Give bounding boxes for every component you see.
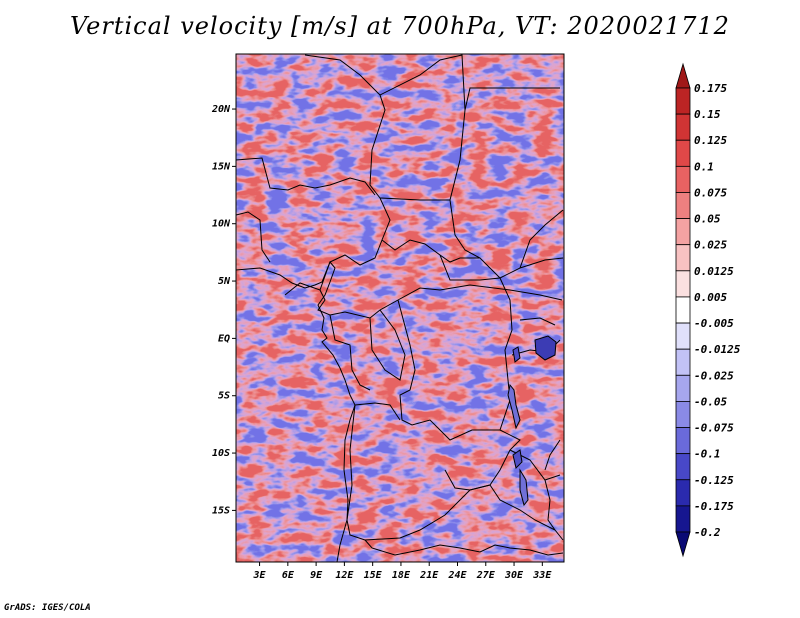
colorbar-segment: [675, 531, 691, 558]
lon-label: 6E: [282, 570, 295, 581]
grads-credit: GrADS: IGES/COLA: [4, 603, 91, 613]
colorbar-label: -0.2: [694, 526, 721, 539]
lon-label: 27E: [476, 570, 496, 581]
lat-label: EQ: [218, 333, 230, 344]
colorbar-label: -0.05: [694, 395, 727, 408]
colorbar-label: 0.175: [694, 82, 727, 95]
colorbar-label: 0.075: [694, 186, 727, 199]
chart-title: Vertical velocity [m/s] at 700hPa, VT: 2…: [70, 12, 730, 40]
colorbar-segment: [675, 348, 691, 376]
colorbar-segment: [675, 296, 691, 324]
colorbar-segment: [675, 401, 691, 428]
colorbar-segment: [675, 505, 691, 533]
colorbar-segment: [675, 322, 691, 350]
colorbar-segment: [675, 427, 691, 455]
lon-label: 3E: [253, 570, 267, 581]
colorbar-segment: [675, 192, 691, 219]
colorbar-segment: [675, 244, 691, 272]
colorbar-label: 0.1: [694, 160, 714, 173]
lon-label: 21E: [419, 570, 439, 581]
lat-label: 20N: [211, 104, 231, 115]
colorbar-label: -0.175: [694, 500, 734, 513]
lon-label: 24E: [447, 570, 467, 581]
lon-label: 12E: [335, 570, 354, 581]
lon-label: 15E: [364, 570, 383, 581]
lat-label: 10N: [212, 219, 231, 230]
lat-label: 5S: [218, 391, 230, 402]
colorbar: 0.175 0.15 0.125 0.1 0.075 0.05 0.025 0.0125 0.0…: [675, 62, 741, 558]
coastline: [236, 261, 356, 521]
lon-label: 30E: [504, 570, 524, 581]
colorbar-segment: [675, 453, 691, 481]
colorbar-label: -0.1: [694, 448, 721, 461]
colorbar-label: 0.025: [694, 239, 727, 252]
colorbar-label: 0.005: [694, 291, 727, 304]
colorbar-segment: [675, 479, 691, 507]
lon-label: 18E: [392, 570, 411, 581]
colorbar-label: -0.075: [694, 422, 734, 435]
longitude-axis: 3E 6E 9E 12E 15E 18E 21E 24E 27E 30E 33E: [253, 562, 552, 581]
colorbar-segment: [675, 270, 691, 298]
colorbar-label: 0.05: [694, 213, 721, 226]
colorbar-segment: [675, 374, 691, 402]
latitude-axis: 20N 15N 10N 5N EQ 5S 10S 15S: [211, 104, 236, 516]
map-frame: [235, 53, 565, 563]
colorbar-label: -0.125: [694, 474, 734, 487]
colorbar-label: 0.125: [694, 134, 727, 147]
colorbar-segment: [675, 87, 691, 115]
country-borders: [236, 54, 564, 562]
colorbar-label: -0.005: [694, 317, 734, 330]
colorbar-label: -0.025: [694, 369, 734, 382]
colorbar-label: 0.15: [694, 108, 721, 121]
lat-label: 5N: [218, 276, 231, 287]
colorbar-segment: [675, 62, 691, 89]
lon-label: 9E: [310, 570, 323, 581]
colorbar-segment: [675, 218, 691, 246]
lon-label: 33E: [532, 570, 552, 581]
colorbar-label: 0.0125: [694, 265, 734, 278]
colorbar-segment: [675, 139, 691, 167]
colorbar-segment: [675, 165, 691, 193]
colorbar-label: -0.0125: [694, 343, 741, 356]
lat-label: 15N: [212, 161, 231, 172]
lakes: [507, 335, 557, 507]
map-panel: [236, 54, 564, 562]
colorbar-segment: [675, 113, 691, 141]
lat-label: 10S: [212, 448, 230, 459]
lat-label: 15S: [212, 505, 230, 516]
